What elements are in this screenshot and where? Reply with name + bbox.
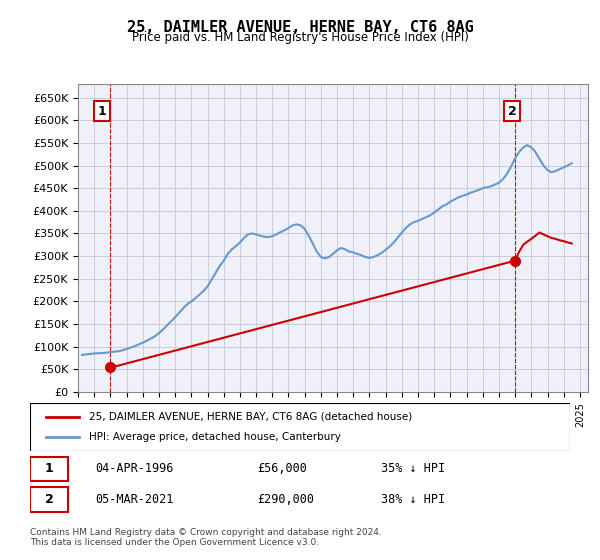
Text: Price paid vs. HM Land Registry's House Price Index (HPI): Price paid vs. HM Land Registry's House … [131, 31, 469, 44]
Text: 2: 2 [508, 105, 516, 118]
Text: Contains HM Land Registry data © Crown copyright and database right 2024.
This d: Contains HM Land Registry data © Crown c… [30, 528, 382, 547]
Text: 25, DAIMLER AVENUE, HERNE BAY, CT6 8AG (detached house): 25, DAIMLER AVENUE, HERNE BAY, CT6 8AG (… [89, 412, 413, 422]
Text: 2: 2 [44, 493, 53, 506]
FancyBboxPatch shape [30, 457, 68, 481]
Text: 05-MAR-2021: 05-MAR-2021 [95, 493, 173, 506]
Text: 25, DAIMLER AVENUE, HERNE BAY, CT6 8AG: 25, DAIMLER AVENUE, HERNE BAY, CT6 8AG [127, 20, 473, 35]
Text: 1: 1 [98, 105, 107, 118]
Text: 1: 1 [44, 463, 53, 475]
Text: 35% ↓ HPI: 35% ↓ HPI [381, 463, 445, 475]
Text: £56,000: £56,000 [257, 463, 307, 475]
Text: £290,000: £290,000 [257, 493, 314, 506]
Text: HPI: Average price, detached house, Canterbury: HPI: Average price, detached house, Cant… [89, 432, 341, 442]
FancyBboxPatch shape [30, 487, 68, 512]
FancyBboxPatch shape [30, 403, 570, 451]
Text: 38% ↓ HPI: 38% ↓ HPI [381, 493, 445, 506]
Text: 04-APR-1996: 04-APR-1996 [95, 463, 173, 475]
